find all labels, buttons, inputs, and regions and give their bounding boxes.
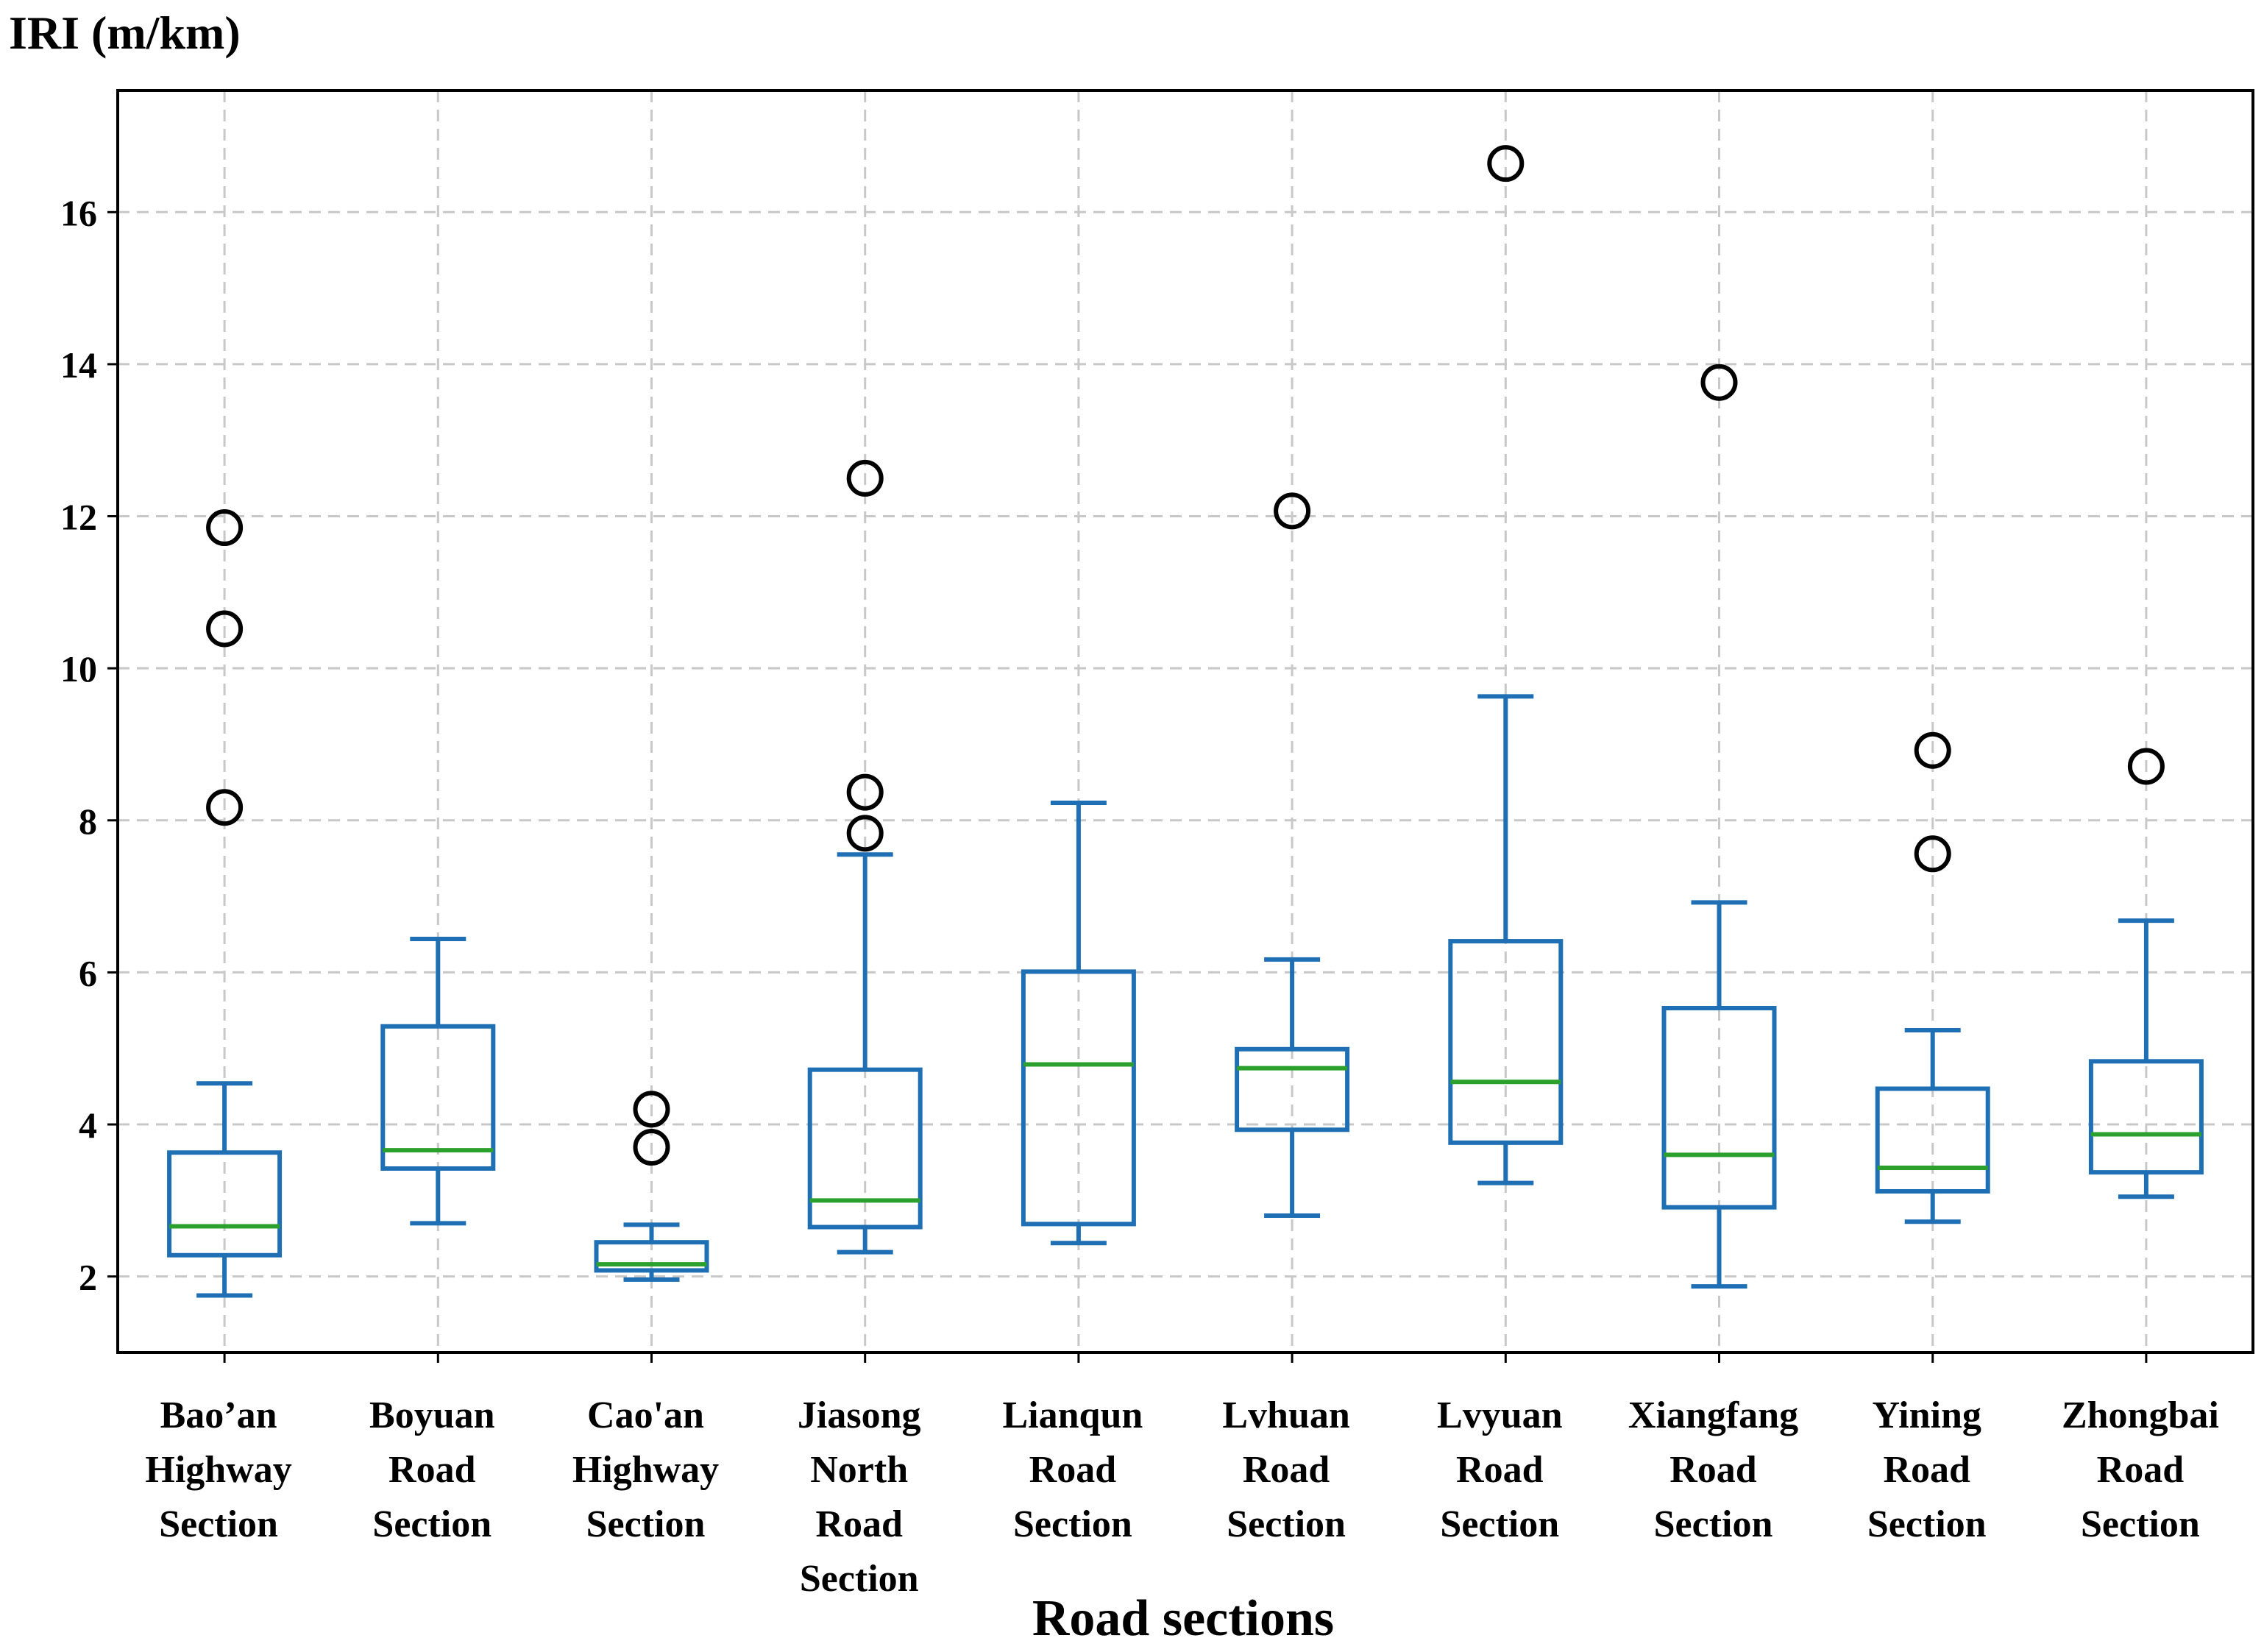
y-tick-label: 6 [79,952,97,993]
x-tick-label-line: Cao'an [587,1394,704,1436]
iqr-box [1235,1046,1350,1132]
x-tick-label-line: Road [1243,1449,1330,1491]
x-tick-label-line: Section [800,1558,919,1600]
x-tick-label-line: Section [1867,1503,1987,1545]
box-group [1235,957,1350,1219]
outlier-markers [206,145,2165,1166]
x-tick-label: Lianqun Road Section [1002,1394,1143,1545]
box-group [1448,694,1564,1185]
iqr-box [2088,1059,2204,1175]
x-tick-label-line: Section [586,1503,706,1545]
y-tick-label: 8 [79,801,97,842]
x-tick-label: Lvhuan Road Section [1222,1394,1350,1545]
x-tick-label-line: Road [1669,1449,1757,1491]
box-group [594,1222,709,1282]
x-tick-label: Xiangfang Road Section [1628,1394,1798,1545]
iqr-box [807,1067,923,1230]
x-tick-label: Bao’an Highway Section [145,1394,291,1545]
x-tick-label: Zhongbai Road Section [2062,1394,2219,1545]
x-tick-label-line: Section [1440,1503,1559,1545]
outlier-point [633,1091,670,1128]
x-tick-label-line: Yining [1873,1394,1981,1436]
x-tick-label-line: Highway [572,1449,719,1491]
x-tick-label: Lvyuan Road Section [1437,1394,1563,1545]
axes: 2 4 6 8 10 12 14 16 Bao’an Highway Section Boyuan Ro… [60,89,2254,1600]
x-tick-label-line: Zhongbai [2062,1394,2219,1436]
x-tick-label-line: Road [1029,1449,1117,1491]
grid-lines [118,91,2253,1353]
box-group [1021,801,1136,1246]
plot-frame [116,89,2254,1354]
outlier-point [206,610,244,648]
x-tick-label: Boyuan Road Section [369,1394,495,1545]
outlier-point [1274,492,1311,530]
box-group [1661,900,1777,1289]
box-group [167,1081,283,1298]
y-axis-title: IRI (m/km) [9,7,241,59]
outlier-point [846,773,884,811]
x-tick-label-line: Section [1654,1503,1773,1545]
x-tick-label-line: Section [1013,1503,1132,1545]
iqr-box [380,1024,496,1171]
x-tick-label: Yining Road Section [1867,1394,1987,1545]
box-series [167,694,2204,1298]
x-tick-label-line: Section [372,1503,492,1545]
y-tick-label: 4 [79,1105,97,1146]
x-tick-label-line: Xiangfang [1628,1394,1798,1436]
x-tick-label-line: Lvhuan [1222,1394,1350,1436]
outlier-point [2127,748,2165,785]
x-tick-label-line: North [810,1449,908,1491]
y-tick-label: 2 [79,1257,97,1298]
iqr-box [1661,1005,1777,1210]
outlier-point [206,789,244,826]
x-tick-label-line: Bao’an [160,1394,277,1436]
x-tick-label-line: Lvyuan [1437,1394,1563,1436]
iqr-box [167,1150,283,1258]
x-tick-label-line: Lianqun [1002,1394,1143,1436]
x-tick-label-line: Road [1456,1449,1544,1491]
iqr-box [1021,969,1136,1227]
x-tick-label-line: Boyuan [369,1394,495,1436]
x-tick-label-line: Section [1227,1503,1346,1545]
x-tick-label-line: Highway [145,1449,291,1491]
y-tick-label: 12 [60,497,97,538]
outlier-point [846,815,884,852]
x-tick-label-line: Road [815,1503,903,1545]
box-group [807,852,923,1255]
outlier-point [846,459,884,497]
x-tick-label-line: Jiasong [798,1394,921,1436]
outlier-point [633,1129,670,1166]
x-tick-label-line: Section [159,1503,278,1545]
y-tick-label: 10 [60,648,97,689]
x-tick-label-line: Section [2081,1503,2200,1545]
outlier-point [1914,731,1951,769]
box-group [1875,1027,1990,1224]
box-group [2088,918,2204,1199]
outlier-point [206,509,244,547]
x-tick-label-line: Road [388,1449,476,1491]
outlier-point [1487,145,1525,182]
x-tick-label-line: Road [1883,1449,1970,1491]
iqr-box [1875,1086,1990,1194]
x-axis-title: Road sections [1032,1590,1334,1647]
x-tick-label: Jiasong North Road Section [798,1394,921,1600]
iqr-box [1448,939,1564,1145]
iqr-box [594,1240,709,1273]
x-tick-label: Cao'an Highway Section [572,1394,719,1545]
box-group [380,936,496,1226]
y-tick-label: 16 [60,192,97,233]
x-tick-label-line: Road [2097,1449,2185,1491]
outlier-point [1700,364,1738,401]
outlier-point [1914,835,1951,873]
y-tick-label: 14 [60,344,97,386]
